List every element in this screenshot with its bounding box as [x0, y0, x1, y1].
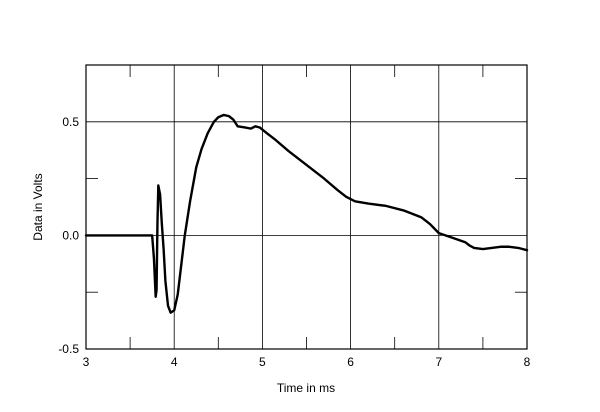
y-tick-label: 0.0 [62, 228, 79, 242]
series-line-1 [84, 113, 529, 314]
minor-ticks [86, 65, 527, 349]
x-tick-label: 8 [524, 355, 531, 369]
x-tick-label: 5 [259, 355, 266, 369]
x-tick-label: 7 [435, 355, 442, 369]
x-tick-label: 4 [171, 355, 178, 369]
x-axis-title: Time in ms [277, 381, 335, 395]
grid-lines [86, 65, 527, 349]
y-tick-label: 0.5 [62, 115, 79, 129]
x-tick-label: 6 [347, 355, 354, 369]
series-layer [84, 113, 529, 314]
plot-frame [85, 64, 528, 350]
y-axis-title: Data in Volts [31, 173, 45, 240]
x-tick-label: 3 [83, 355, 90, 369]
tick-labels: 3 4 5 6 7 8 -0.5 0.0 0.5 [58, 115, 530, 369]
y-tick-label: -0.5 [58, 342, 79, 356]
